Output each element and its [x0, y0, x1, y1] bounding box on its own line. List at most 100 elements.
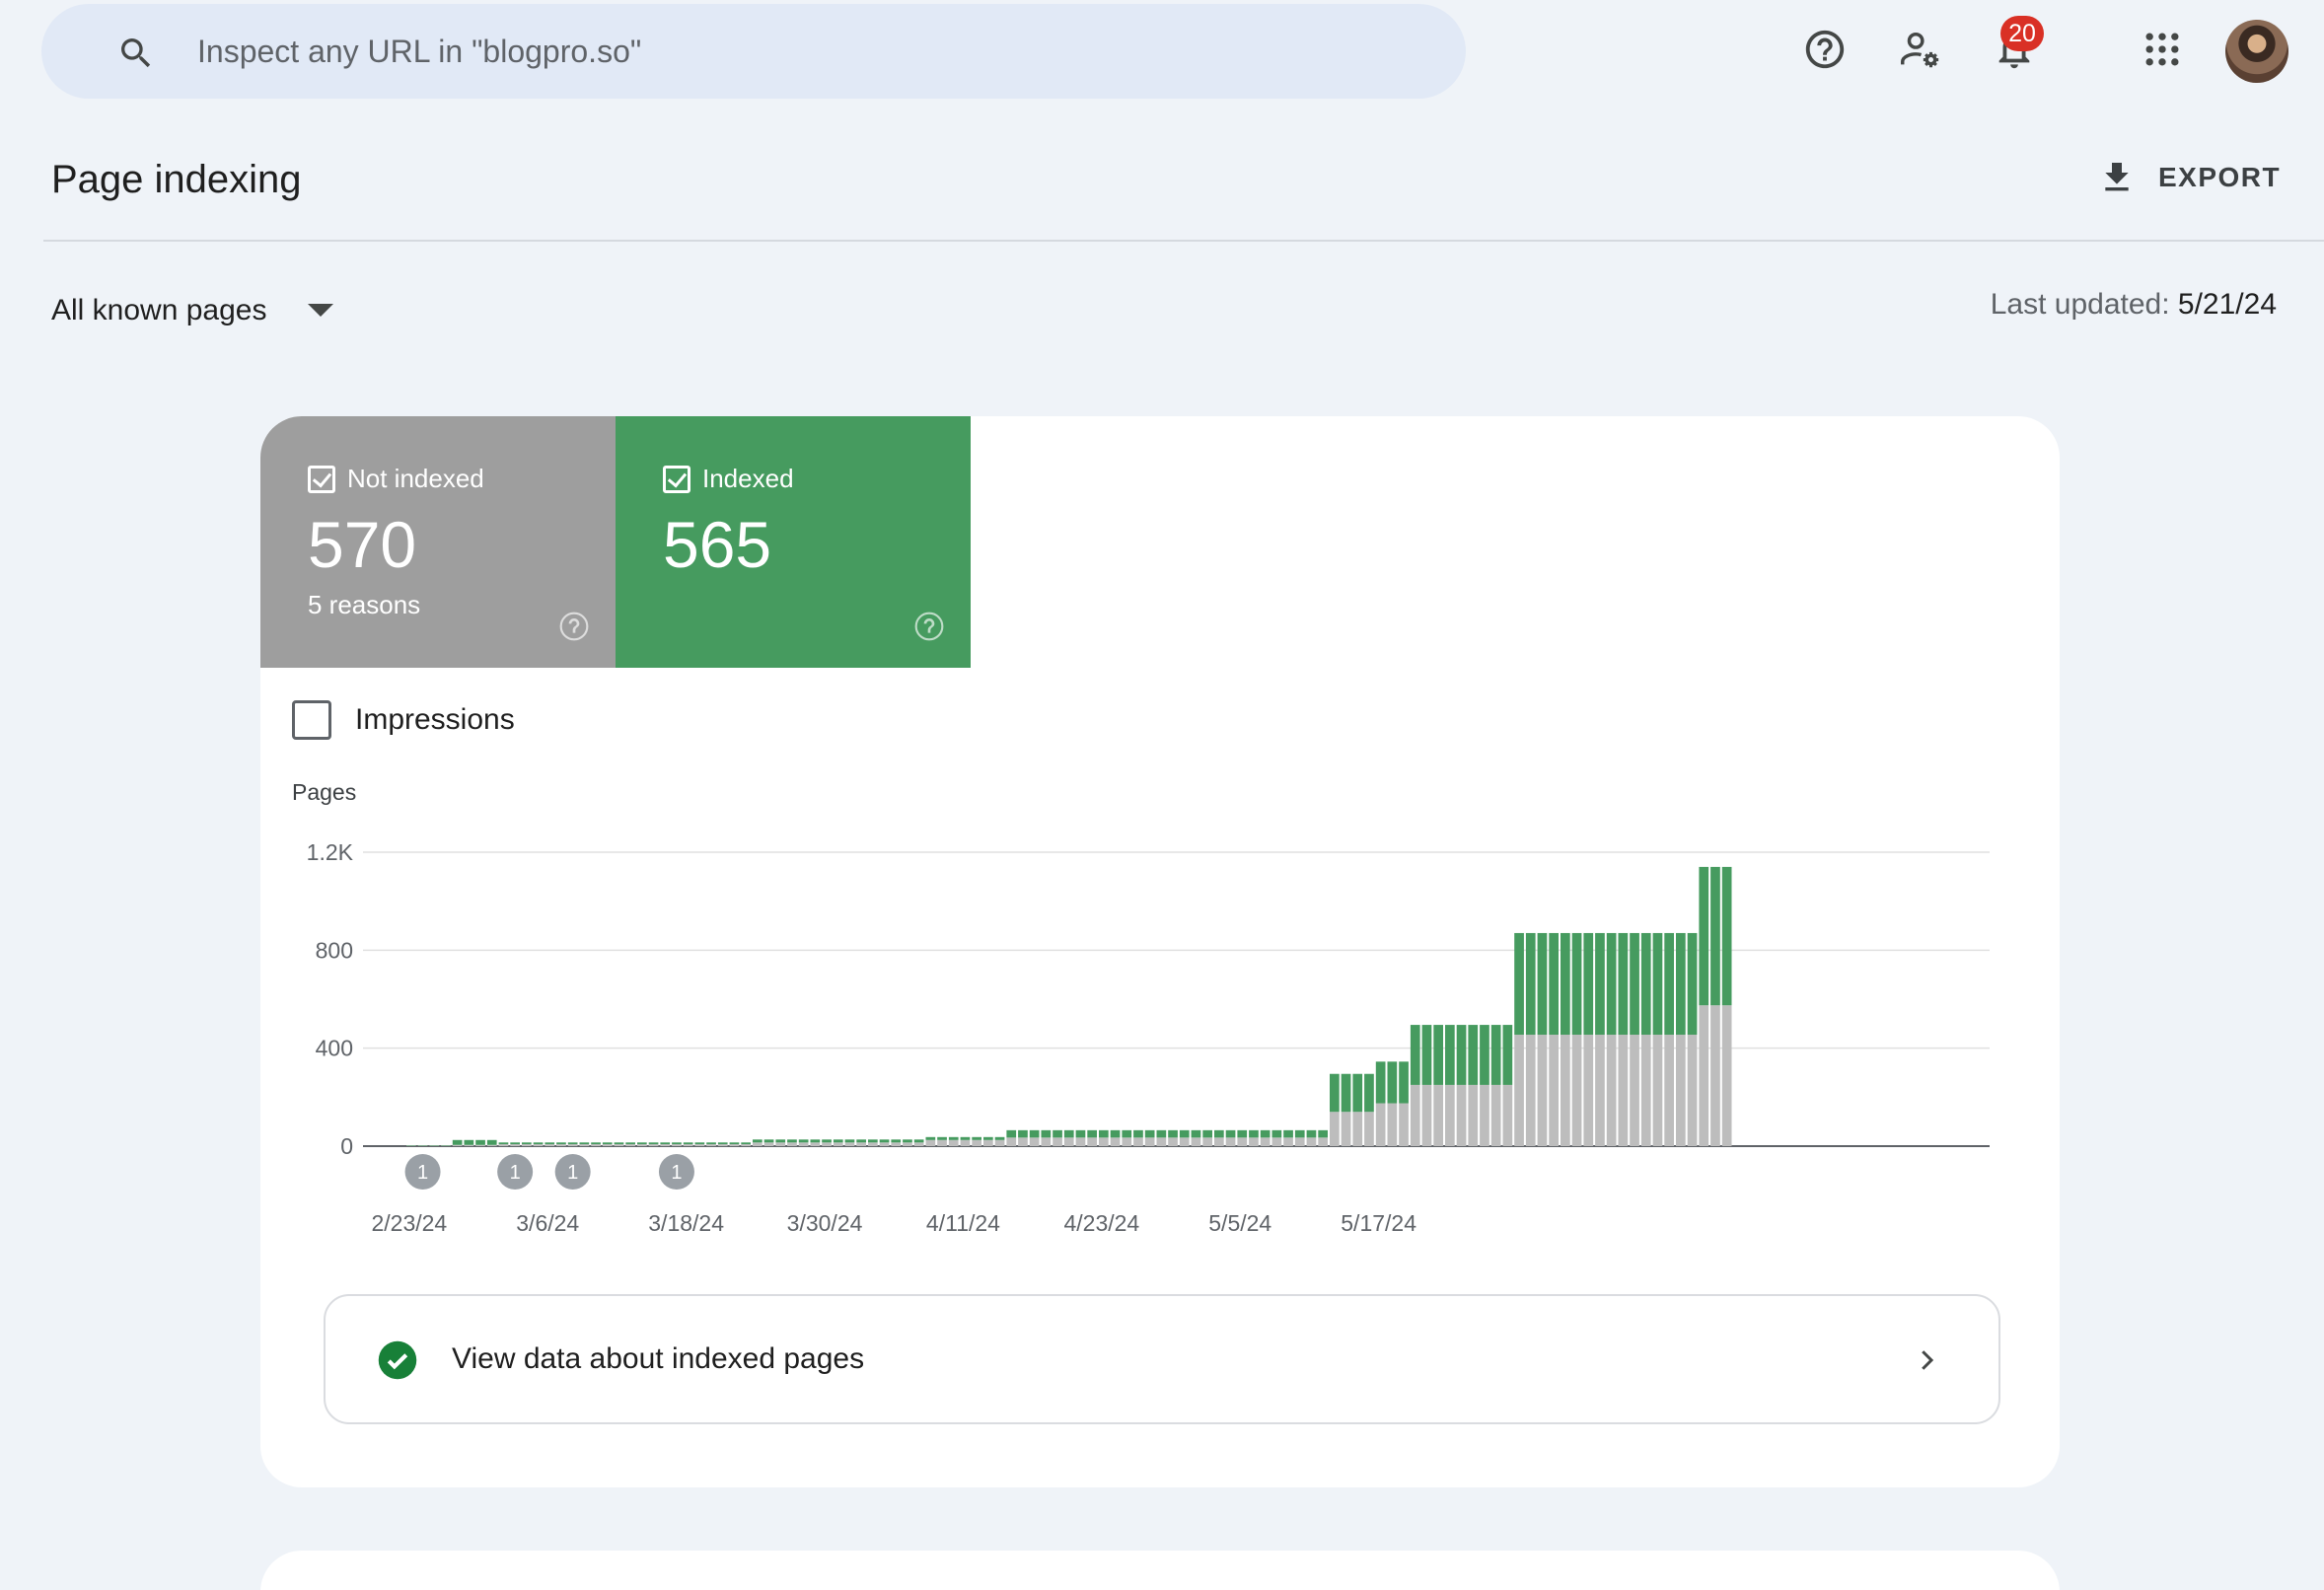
- bar-not-indexed[interactable]: [891, 1142, 902, 1146]
- bar-indexed[interactable]: [1445, 1025, 1455, 1085]
- bar-not-indexed[interactable]: [1421, 1084, 1432, 1146]
- bar-not-indexed[interactable]: [1375, 1103, 1386, 1146]
- bar-not-indexed[interactable]: [1202, 1137, 1212, 1146]
- bar-indexed[interactable]: [464, 1139, 474, 1145]
- bar-not-indexed[interactable]: [1075, 1137, 1086, 1146]
- bar-indexed[interactable]: [1387, 1061, 1398, 1104]
- bar-not-indexed[interactable]: [1214, 1137, 1224, 1146]
- bar-indexed[interactable]: [1640, 932, 1651, 1036]
- bar-indexed[interactable]: [1525, 932, 1536, 1036]
- impressions-checkbox[interactable]: [292, 700, 331, 740]
- bar-not-indexed[interactable]: [1549, 1035, 1559, 1146]
- bar-indexed[interactable]: [567, 1142, 578, 1145]
- bar-not-indexed[interactable]: [1410, 1084, 1420, 1146]
- bar-indexed[interactable]: [844, 1139, 855, 1143]
- bar-indexed[interactable]: [1676, 932, 1686, 1036]
- bar-not-indexed[interactable]: [1110, 1137, 1121, 1146]
- bar-indexed[interactable]: [1110, 1129, 1121, 1138]
- bar-indexed[interactable]: [1133, 1129, 1143, 1138]
- bar-indexed[interactable]: [1468, 1025, 1479, 1085]
- bar-not-indexed[interactable]: [868, 1142, 878, 1146]
- help-icon[interactable]: [913, 611, 945, 642]
- bar-not-indexed[interactable]: [937, 1139, 947, 1146]
- bar-indexed[interactable]: [787, 1139, 797, 1143]
- bar-not-indexed[interactable]: [1087, 1137, 1097, 1146]
- bar-indexed[interactable]: [1168, 1129, 1178, 1138]
- bar-indexed[interactable]: [1687, 932, 1698, 1036]
- bar-not-indexed[interactable]: [925, 1139, 936, 1146]
- bar-not-indexed[interactable]: [545, 1144, 555, 1146]
- bar-not-indexed[interactable]: [1191, 1137, 1201, 1146]
- bar-indexed[interactable]: [1318, 1129, 1328, 1138]
- bar-indexed[interactable]: [972, 1136, 981, 1140]
- bar-indexed[interactable]: [533, 1142, 544, 1145]
- bar-not-indexed[interactable]: [1099, 1137, 1109, 1146]
- bar-not-indexed[interactable]: [1237, 1137, 1248, 1146]
- bar-not-indexed[interactable]: [1283, 1137, 1293, 1146]
- bar-not-indexed[interactable]: [741, 1144, 751, 1146]
- bar-not-indexed[interactable]: [672, 1144, 682, 1146]
- bar-indexed[interactable]: [683, 1142, 693, 1145]
- bar-indexed[interactable]: [1018, 1129, 1028, 1138]
- bar-indexed[interactable]: [475, 1139, 485, 1145]
- bar-indexed[interactable]: [1225, 1129, 1236, 1138]
- bar-indexed[interactable]: [1341, 1073, 1351, 1113]
- not-indexed-tile[interactable]: Not indexed 570 5 reasons: [260, 416, 616, 668]
- bar-indexed[interactable]: [741, 1142, 751, 1145]
- bar-not-indexed[interactable]: [1364, 1112, 1374, 1146]
- bar-not-indexed[interactable]: [1352, 1112, 1363, 1146]
- bar-indexed[interactable]: [1490, 1025, 1501, 1085]
- bar-indexed[interactable]: [1583, 932, 1594, 1036]
- bar-not-indexed[interactable]: [1595, 1035, 1605, 1146]
- bar-not-indexed[interactable]: [1260, 1137, 1271, 1146]
- impressions-toggle[interactable]: Impressions: [292, 700, 515, 740]
- bar-indexed[interactable]: [1352, 1073, 1363, 1113]
- checked-box-icon[interactable]: [308, 465, 335, 493]
- bar-indexed[interactable]: [694, 1142, 705, 1145]
- bar-not-indexed[interactable]: [972, 1139, 981, 1146]
- bar-not-indexed[interactable]: [1687, 1035, 1698, 1146]
- bar-not-indexed[interactable]: [1399, 1103, 1409, 1146]
- search-input[interactable]: [197, 22, 1381, 81]
- bar-not-indexed[interactable]: [452, 1144, 463, 1146]
- bar-not-indexed[interactable]: [1029, 1137, 1040, 1146]
- bar-not-indexed[interactable]: [798, 1142, 809, 1146]
- bar-indexed[interactable]: [1006, 1129, 1017, 1138]
- bar-not-indexed[interactable]: [1271, 1137, 1282, 1146]
- bar-not-indexed[interactable]: [1664, 1035, 1674, 1146]
- bar-indexed[interactable]: [1561, 932, 1570, 1036]
- bar-not-indexed[interactable]: [844, 1142, 855, 1146]
- bar-indexed[interactable]: [486, 1139, 497, 1145]
- bar-indexed[interactable]: [648, 1142, 659, 1145]
- bar-not-indexed[interactable]: [787, 1142, 797, 1146]
- bar-indexed[interactable]: [729, 1142, 740, 1145]
- bar-indexed[interactable]: [903, 1139, 912, 1143]
- bar-not-indexed[interactable]: [1699, 1005, 1709, 1146]
- pages-filter-dropdown[interactable]: All known pages: [51, 286, 334, 335]
- bar-indexed[interactable]: [1306, 1129, 1317, 1138]
- bar-indexed[interactable]: [706, 1142, 716, 1145]
- bar-indexed[interactable]: [913, 1139, 924, 1143]
- bar-not-indexed[interactable]: [1133, 1137, 1143, 1146]
- bar-indexed[interactable]: [1502, 1025, 1513, 1085]
- bar-indexed[interactable]: [556, 1142, 566, 1145]
- annotation-marker[interactable]: 1: [554, 1154, 591, 1190]
- bar-indexed[interactable]: [625, 1142, 635, 1145]
- bar-not-indexed[interactable]: [833, 1142, 843, 1146]
- bar-not-indexed[interactable]: [1330, 1112, 1340, 1146]
- bar-not-indexed[interactable]: [706, 1144, 716, 1146]
- bar-not-indexed[interactable]: [579, 1144, 590, 1146]
- bar-not-indexed[interactable]: [1710, 1005, 1720, 1146]
- bar-not-indexed[interactable]: [753, 1142, 763, 1146]
- bar-not-indexed[interactable]: [475, 1144, 485, 1146]
- bar-not-indexed[interactable]: [994, 1139, 1005, 1146]
- bar-indexed[interactable]: [1433, 1025, 1443, 1085]
- bar-indexed[interactable]: [1399, 1061, 1409, 1104]
- bar-not-indexed[interactable]: [591, 1144, 601, 1146]
- bar-indexed[interactable]: [1721, 866, 1732, 1006]
- bar-not-indexed[interactable]: [1168, 1137, 1178, 1146]
- bar-indexed[interactable]: [1075, 1129, 1086, 1138]
- bar-indexed[interactable]: [833, 1139, 843, 1143]
- bar-indexed[interactable]: [1699, 866, 1709, 1006]
- bar-not-indexed[interactable]: [556, 1144, 566, 1146]
